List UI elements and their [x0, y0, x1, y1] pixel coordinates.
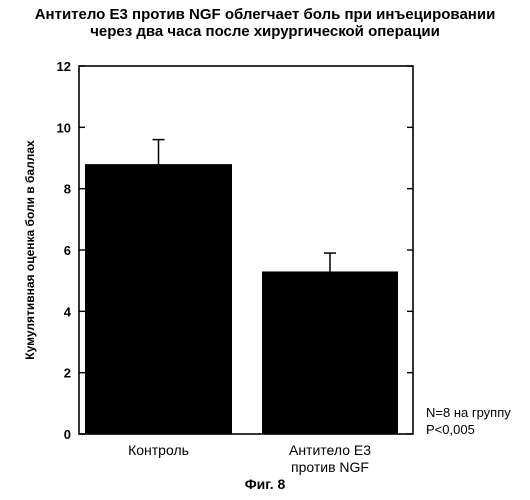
bar [262, 271, 398, 434]
bar [85, 164, 232, 434]
sample-size-note: N=8 на группу [426, 405, 511, 420]
y-tick-label: 12 [57, 59, 71, 74]
y-tick-label: 8 [64, 182, 71, 197]
y-tick-label: 6 [64, 243, 71, 258]
y-tick-label: 4 [64, 304, 72, 319]
y-tick-label: 2 [64, 366, 71, 381]
figure-caption: Фиг. 8 [0, 476, 530, 492]
x-category-label: Антитело Е3 [289, 442, 371, 458]
x-category-label: против NGF [291, 459, 369, 475]
y-tick-label: 10 [57, 120, 71, 135]
y-tick-label: 0 [64, 427, 71, 442]
p-value-note: P<0,005 [426, 422, 475, 437]
x-category-label: Контроль [128, 442, 189, 458]
y-axis-label: Кумулятивная оценка боли в баллах [23, 140, 37, 360]
